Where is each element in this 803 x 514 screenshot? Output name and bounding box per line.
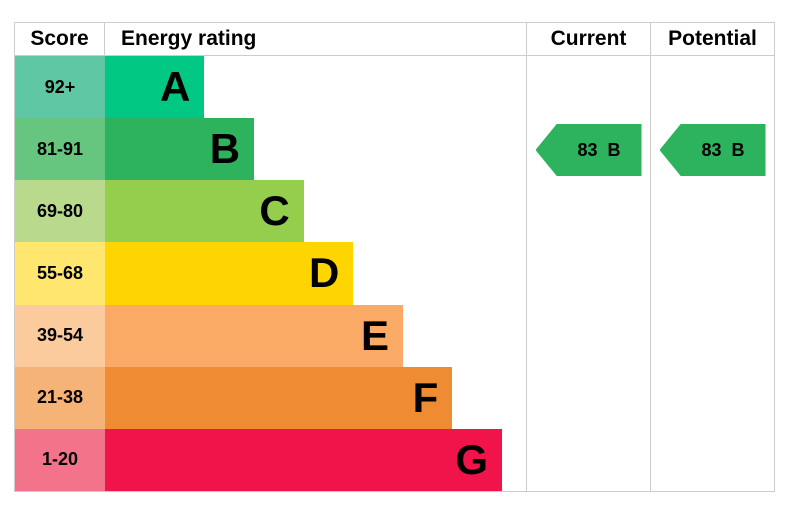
current-rating-arrow: 83 B	[535, 124, 642, 176]
current-rating-letter: B	[607, 139, 621, 160]
score-range: 39-54	[15, 304, 105, 367]
rating-bar: D	[105, 242, 354, 305]
score-range: 21-38	[15, 366, 105, 429]
rating-row: 92+ A	[15, 56, 526, 119]
bar-area: G	[105, 428, 526, 491]
rating-bar: G	[105, 428, 502, 491]
rating-letter: D	[309, 249, 340, 297]
potential-rating-letter: B	[731, 139, 745, 160]
rating-letter: A	[160, 63, 191, 111]
rating-letter: E	[361, 311, 390, 359]
current-rating-column: 83 B	[527, 56, 651, 491]
current-column-header: Current	[527, 23, 651, 56]
score-range: 69-80	[15, 180, 105, 243]
score-column-header: Score	[15, 23, 105, 56]
bar-area: D	[105, 242, 526, 305]
rating-letter: G	[455, 435, 488, 483]
score-range: 55-68	[15, 242, 105, 305]
rating-letter: C	[259, 187, 290, 235]
rating-letter: F	[412, 373, 439, 421]
rating-row: 81-91 B	[15, 118, 526, 181]
bar-area: E	[105, 304, 526, 367]
rating-row: 21-38 F	[15, 366, 526, 429]
epc-table: Score Energy rating Current Potential 92…	[14, 22, 775, 492]
score-range: 1-20	[15, 428, 105, 491]
rating-row: 55-68 D	[15, 242, 526, 305]
bar-area: C	[105, 180, 526, 243]
rating-bar: E	[105, 304, 404, 367]
bar-area: A	[105, 56, 526, 119]
rating-rows: 92+ A 81-91 B 69-80 C 55-68 D	[15, 56, 527, 491]
score-range: 92+	[15, 56, 105, 119]
rating-bar: A	[105, 56, 205, 119]
rating-letter: B	[209, 125, 241, 173]
rating-bar: B	[105, 118, 255, 181]
rating-bar: F	[105, 366, 453, 429]
current-score-value: 83	[577, 139, 598, 160]
rating-row: 39-54 E	[15, 304, 526, 367]
potential-column-header: Potential	[651, 23, 774, 56]
rating-row: 69-80 C	[15, 180, 526, 243]
bar-area: F	[105, 366, 526, 429]
energy-rating-column-header: Energy rating	[105, 23, 527, 56]
rating-bar: C	[105, 180, 304, 243]
potential-score-value: 83	[701, 139, 722, 160]
bar-area: B	[105, 118, 526, 181]
potential-rating-arrow: 83 B	[659, 124, 766, 176]
rating-row: 1-20 G	[15, 428, 526, 491]
score-range: 81-91	[15, 118, 105, 181]
potential-rating-column: 83 B	[651, 56, 774, 491]
